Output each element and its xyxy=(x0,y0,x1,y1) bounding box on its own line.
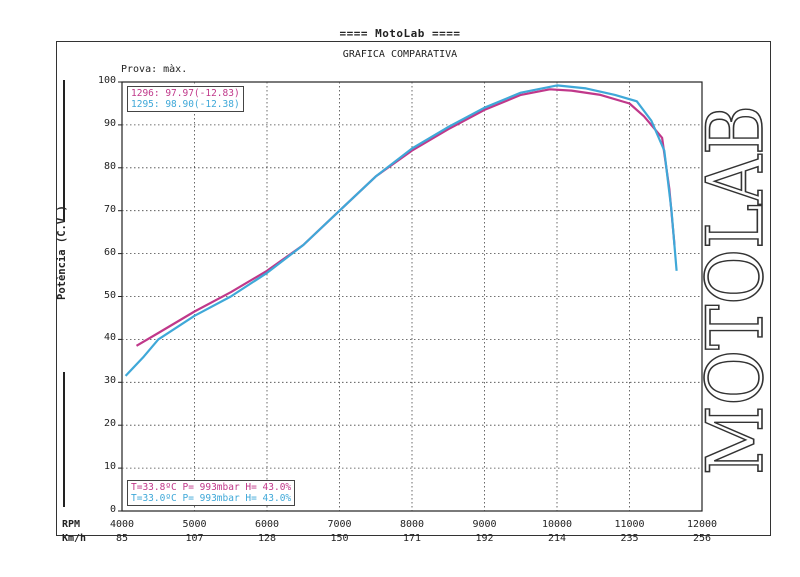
x-tick-label-kmh: 192 xyxy=(475,533,494,544)
ylabel-bar-top xyxy=(63,80,65,220)
chart-subtitle: Prova: màx. xyxy=(121,64,188,75)
y-tick-label: 50 xyxy=(103,289,116,301)
chart-frame xyxy=(56,41,771,536)
conditions-1296: T=33.8ºC P= 993mbar H= 43.0% xyxy=(131,482,292,493)
motolab-logo: MOTOLAB xyxy=(690,104,782,476)
y-tick-label: 20 xyxy=(103,418,116,430)
legend-entry-1296: 1296: 97.97(-12.83) xyxy=(131,88,240,99)
x-tick-label-rpm: 4000 xyxy=(109,519,135,530)
x-tick-label-kmh: 171 xyxy=(402,533,422,544)
svg-text:MOTOLAB: MOTOLAB xyxy=(691,105,781,475)
x-tick-label-kmh: 256 xyxy=(692,533,712,544)
x-tick-label-kmh: 85 xyxy=(115,533,129,544)
x-tick-label-rpm: 12000 xyxy=(686,519,718,530)
x-tick-label-rpm: 7000 xyxy=(327,519,352,530)
y-tick-label: 40 xyxy=(103,332,116,344)
y-tick-label: 60 xyxy=(103,246,116,258)
x-tick-label-kmh: 150 xyxy=(330,533,349,544)
x-tick-label-rpm: 8000 xyxy=(399,519,425,530)
legend-entry-1295: 1295: 98.90(-12.38) xyxy=(131,99,240,110)
x-tick-label-kmh: 107 xyxy=(185,533,204,544)
y-tick-label: 30 xyxy=(103,375,116,387)
legend-box: 1296: 97.97(-12.83) 1295: 98.90(-12.38) xyxy=(127,86,244,112)
app-header: ==== MotoLab ==== xyxy=(339,27,461,40)
chart-title: GRAFICA COMPARATIVA xyxy=(342,49,458,60)
y-tick-label: 90 xyxy=(103,117,116,129)
y-tick-label: 70 xyxy=(103,203,116,215)
conditions-box: T=33.8ºC P= 993mbar H= 43.0% T=33.0ºC P=… xyxy=(127,480,296,506)
x-tick-label-kmh: 214 xyxy=(547,533,567,544)
x-tick-label-rpm: 5000 xyxy=(182,519,207,530)
x-tick-label-rpm: 11000 xyxy=(614,519,645,530)
x-axis-label-rpm: RPM xyxy=(62,519,81,530)
y-tick-label: 0 xyxy=(109,504,116,515)
x-tick-label-kmh: 128 xyxy=(257,533,277,544)
ylabel-bar-bottom xyxy=(63,372,65,507)
x-tick-label-kmh: 235 xyxy=(620,533,639,544)
series-line-1296 xyxy=(135,88,676,347)
x-tick-label-rpm: 10000 xyxy=(541,519,573,530)
conditions-1295: T=33.0ºC P= 993mbar H= 43.0% xyxy=(131,493,292,504)
x-tick-label-rpm: 6000 xyxy=(254,519,280,530)
x-tick-label-rpm: 9000 xyxy=(472,519,497,530)
x-axis-label-kmh: Km/h xyxy=(62,533,87,544)
y-tick-label: 80 xyxy=(103,160,116,172)
series-line-1295 xyxy=(124,84,678,377)
y-tick-label: 10 xyxy=(103,461,116,473)
y-tick-label: 100 xyxy=(97,75,116,86)
